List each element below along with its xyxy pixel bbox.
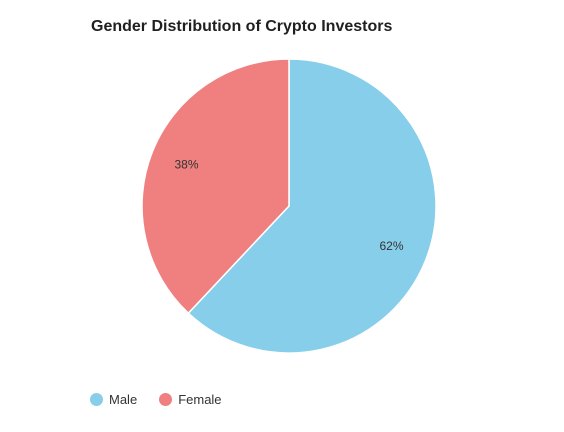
legend-label-female: Female [178,392,222,407]
chart-legend: Male Female [90,392,244,407]
slice-label-male: 62% [379,239,403,253]
slice-label-female: 38% [174,158,198,172]
pie-slice-labels: 62% 38% [174,158,403,253]
pie-slice-male[interactable] [187,58,437,354]
pie-slice-female[interactable] [141,58,290,315]
pie-slices [141,58,437,354]
legend-item-female[interactable]: Female [159,392,222,407]
legend-swatch-female [159,393,173,406]
legend-label-male: Male [109,392,138,407]
chart-title: Gender Distribution of Crypto Investors [91,18,393,35]
legend-item-male[interactable]: Male [90,392,137,407]
legend-swatch-male [90,393,103,406]
